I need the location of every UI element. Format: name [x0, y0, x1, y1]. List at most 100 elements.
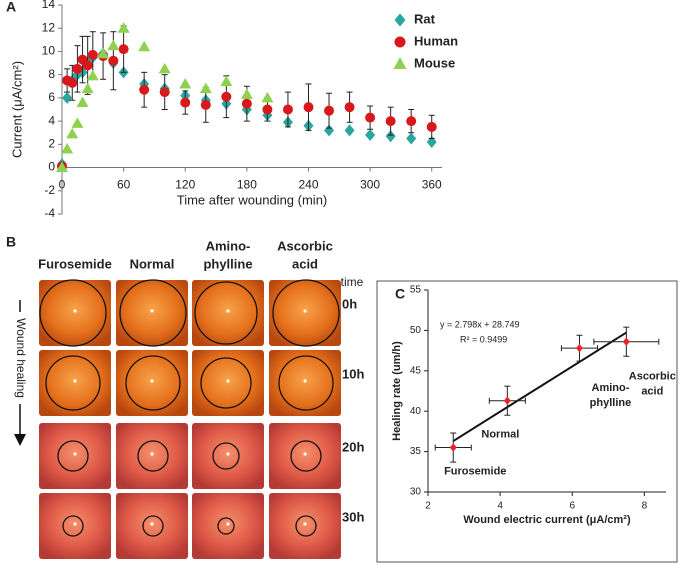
column-header: Ascorbic: [277, 238, 333, 253]
wound-photo: [39, 423, 111, 489]
marker: [282, 104, 293, 115]
glare: [150, 452, 154, 456]
wound-outline: [137, 440, 169, 472]
wound-photo: [116, 350, 188, 416]
marker: [67, 77, 78, 88]
marker: [622, 337, 630, 346]
annotation: y = 2.798x + 28.749: [440, 319, 520, 329]
x-tick-label: 300: [360, 178, 380, 192]
time-header: time: [341, 275, 364, 289]
wound-outline: [295, 515, 317, 537]
wound-photo: [192, 280, 264, 346]
wound-outline: [45, 355, 101, 411]
marker: [365, 112, 376, 123]
glare: [303, 522, 307, 526]
panel-label: A: [6, 0, 16, 15]
wound-photo: [39, 280, 111, 346]
marker: [86, 69, 99, 81]
y-tick-label: 0: [48, 160, 55, 174]
wound-outline: [194, 281, 258, 345]
legend-label: Human: [414, 33, 458, 48]
y-tick-label: 35: [410, 446, 422, 457]
marker: [324, 124, 335, 137]
panel-label: B: [6, 234, 16, 250]
x-tick-label: 120: [175, 178, 195, 192]
y-tick-label: 14: [42, 0, 56, 11]
marker: [117, 22, 130, 33]
legend-label: Mouse: [414, 55, 455, 70]
marker: [220, 75, 233, 87]
wound-photo: [269, 280, 341, 346]
glare: [226, 452, 230, 456]
wound-outline: [39, 279, 107, 347]
marker: [393, 57, 407, 69]
marker: [158, 62, 171, 74]
column-header: Furosemide: [38, 256, 112, 271]
x-tick-label: 180: [237, 178, 257, 192]
marker: [66, 127, 79, 139]
marker: [503, 396, 511, 405]
x-axis-label: Wound electric current (μA/cm²): [463, 514, 631, 526]
marker: [87, 49, 98, 60]
marker: [139, 84, 150, 95]
wound-outline: [57, 440, 89, 472]
marker: [344, 124, 355, 137]
wound-photo: [116, 280, 188, 346]
marker: [221, 91, 232, 102]
marker: [365, 129, 376, 142]
marker: [118, 44, 129, 55]
marker: [56, 161, 68, 173]
wound-photo: [269, 493, 341, 559]
glare: [150, 522, 154, 526]
marker: [385, 116, 396, 127]
marker: [180, 97, 191, 108]
glare: [303, 379, 307, 383]
side-label-bg: [12, 312, 28, 404]
wound-outline: [278, 355, 334, 411]
annotation: R² = 0.9499: [460, 334, 507, 344]
x-tick-label: 360: [422, 178, 442, 192]
row-label: 0h: [342, 296, 357, 311]
glare: [226, 379, 230, 383]
wound-photo: [116, 423, 188, 489]
marker: [394, 13, 406, 27]
wound-outline: [212, 442, 240, 470]
y-tick-label: 50: [410, 325, 422, 336]
marker: [575, 343, 583, 353]
column-header: acid: [292, 256, 318, 271]
wound-photo: [116, 493, 188, 559]
column-header: Normal: [130, 256, 175, 271]
wound-outline: [125, 355, 181, 411]
y-tick-label: 55: [410, 285, 422, 296]
side-label: Wound healing: [14, 318, 28, 398]
marker: [179, 77, 192, 89]
x-tick-label: 6: [569, 501, 575, 512]
wound-outline: [272, 279, 340, 347]
y-tick-label: 45: [410, 365, 422, 376]
marker: [81, 82, 94, 94]
y-tick-label: 40: [410, 406, 422, 417]
column-header: Amino-: [206, 238, 251, 253]
wound-photo: [192, 493, 264, 559]
glare: [303, 309, 307, 313]
y-tick-label: 10: [42, 44, 56, 58]
x-tick-label: 240: [298, 178, 318, 192]
marker: [406, 116, 417, 127]
wound-photo: [192, 423, 264, 489]
glare: [226, 522, 230, 526]
wound-outline: [142, 515, 164, 537]
y-tick-label: 8: [48, 67, 55, 81]
glare: [303, 452, 307, 456]
marker: [82, 60, 93, 71]
y-tick-label: 4: [48, 113, 55, 127]
y-tick-label: 12: [42, 20, 56, 34]
wound-outline: [200, 357, 252, 409]
y-tick-label: 30: [410, 487, 422, 498]
wound-photo: [39, 493, 111, 559]
glare: [73, 309, 77, 313]
wound-photo: [269, 423, 341, 489]
x-tick-label: 60: [117, 178, 131, 192]
marker: [107, 39, 120, 51]
marker: [426, 121, 437, 132]
marker: [303, 102, 314, 113]
